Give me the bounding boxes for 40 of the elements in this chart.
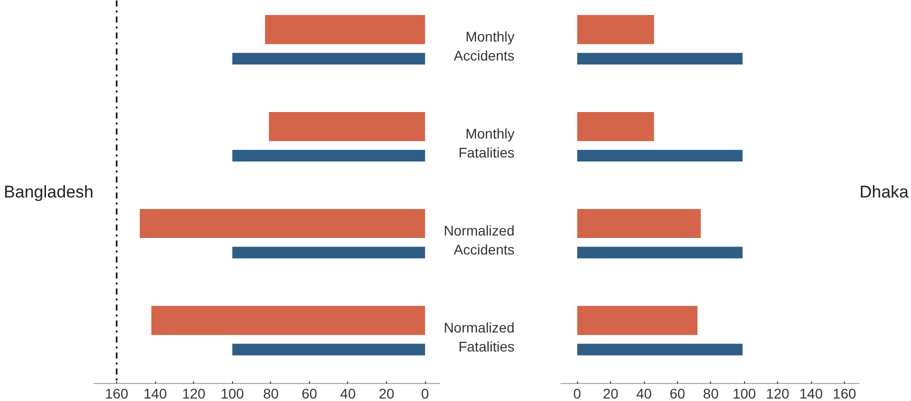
bar bbox=[577, 344, 743, 356]
y-tick-label: Normalized Accidents bbox=[444, 222, 515, 258]
bar bbox=[577, 150, 743, 162]
x-tick-label: 80 bbox=[263, 386, 279, 401]
x-tick-label: 100 bbox=[220, 386, 244, 401]
x-tick-label: 40 bbox=[340, 386, 356, 401]
bar bbox=[577, 52, 743, 64]
y-tick-label: Monthly Fatalities bbox=[458, 125, 515, 161]
bar bbox=[140, 208, 426, 238]
x-tick-label: 160 bbox=[832, 386, 856, 401]
x-tick-label: 0 bbox=[421, 386, 430, 401]
bar bbox=[268, 112, 426, 142]
x-tick-label: 60 bbox=[302, 386, 318, 401]
bar bbox=[265, 15, 426, 44]
bar bbox=[577, 306, 698, 336]
bar bbox=[577, 208, 701, 238]
x-tick-label: 40 bbox=[636, 386, 652, 401]
x-tick-label: 80 bbox=[703, 386, 719, 401]
x-tick-label: 160 bbox=[104, 386, 129, 401]
x-tick-label: 120 bbox=[182, 386, 206, 401]
x-tick-label: 0 bbox=[573, 386, 582, 401]
bar bbox=[232, 150, 426, 162]
y-tick-label: Normalized Fatalities bbox=[444, 319, 515, 355]
bar bbox=[151, 306, 426, 336]
x-tick-label: 140 bbox=[799, 386, 823, 401]
bar bbox=[232, 246, 426, 258]
x-tick-label: 60 bbox=[670, 386, 686, 401]
x-tick-label: 140 bbox=[144, 386, 168, 401]
x-tick-label: 100 bbox=[732, 386, 756, 401]
bar bbox=[232, 344, 426, 356]
y-tick-label: Monthly Accidents bbox=[454, 28, 515, 64]
x-tick-label: 20 bbox=[602, 386, 619, 401]
x-tick-label: 20 bbox=[378, 386, 395, 401]
bar bbox=[577, 15, 654, 44]
y-axis-title: Bangladesh bbox=[4, 182, 94, 202]
bar bbox=[577, 112, 654, 142]
x-tick-label: 120 bbox=[766, 386, 790, 401]
y-axis-title: Dhaka bbox=[860, 182, 910, 202]
bar bbox=[232, 52, 426, 64]
bar bbox=[577, 246, 743, 258]
